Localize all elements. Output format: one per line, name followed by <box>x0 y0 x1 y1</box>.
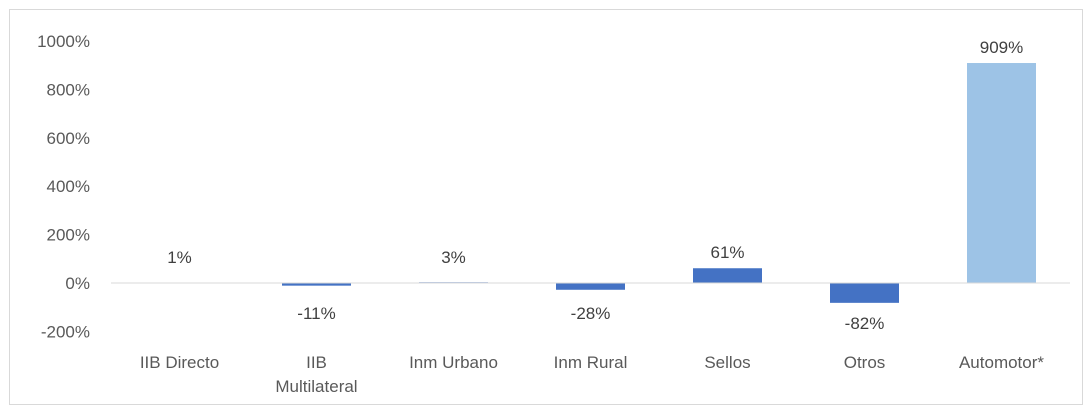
x-category-label: Sellos <box>704 353 750 372</box>
data-labels: 1% -11% 3% -28% 61% -82% 909% <box>167 38 1023 333</box>
bar <box>556 283 625 290</box>
category-labels: IIB Directo IIB Multilateral Inm Urbano Inm … <box>140 353 1045 396</box>
y-tick-label: 0% <box>65 274 90 293</box>
y-tick-label: 1000% <box>37 32 90 51</box>
chart-frame: -200% 0% 200% 400% 600% 800% 1000% 1% -11% 3% -28… <box>9 9 1083 405</box>
bar <box>830 283 899 303</box>
bar <box>282 283 351 286</box>
y-tick-label: 400% <box>47 177 90 196</box>
data-label: -82% <box>845 314 885 333</box>
y-axis-labels: -200% 0% 200% 400% 600% 800% 1000% <box>37 32 90 341</box>
x-category-label: IIB Directo <box>140 353 219 372</box>
bar <box>693 268 762 283</box>
x-category-label: Automotor* <box>959 353 1044 372</box>
data-label: -28% <box>571 304 611 323</box>
y-tick-label: 200% <box>47 226 90 245</box>
x-category-label: IIB <box>306 353 327 372</box>
data-label: 61% <box>710 243 744 262</box>
x-category-label: Otros <box>844 353 886 372</box>
data-label: -11% <box>297 304 335 323</box>
data-label: 1% <box>167 248 192 267</box>
y-tick-label: 600% <box>47 129 90 148</box>
bars <box>145 63 1036 303</box>
x-category-label: Multilateral <box>275 377 357 396</box>
data-label: 3% <box>441 248 466 267</box>
bar-chart: -200% 0% 200% 400% 600% 800% 1000% 1% -11% 3% -28… <box>37 32 1070 396</box>
x-category-label: Inm Urbano <box>409 353 498 372</box>
data-label: 909% <box>980 38 1023 57</box>
y-tick-label: 800% <box>47 80 90 99</box>
bar <box>967 63 1036 283</box>
x-category-label: Inm Rural <box>554 353 628 372</box>
y-tick-label: -200% <box>41 322 90 341</box>
